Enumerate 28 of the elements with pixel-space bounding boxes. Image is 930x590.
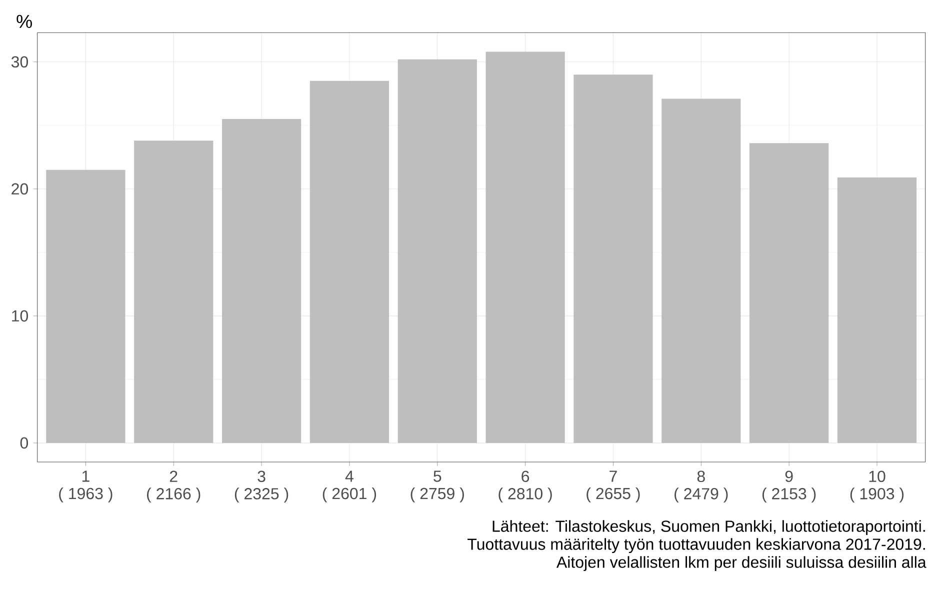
bar xyxy=(46,170,126,443)
x-tick-label: 4 ( 2601 ) xyxy=(322,470,376,502)
bar xyxy=(574,74,653,443)
text: Aitojen velallisten lkm per desiili suluissa desiilin alla xyxy=(556,556,926,572)
bar xyxy=(486,52,565,443)
x-tick-label: 5 ( 2759 ) xyxy=(410,470,464,502)
bar xyxy=(750,143,829,443)
y-axis-title: % xyxy=(16,14,32,28)
y-tick-label: 20 xyxy=(12,183,28,195)
bar xyxy=(398,59,477,443)
y-tick-label: 30 xyxy=(11,56,28,68)
bar xyxy=(310,80,390,443)
x-tick-label: 2 ( 2166 ) xyxy=(147,470,200,503)
x-tick-label: 3 ( 2325 ) xyxy=(234,470,288,503)
y-tick-label: 10 xyxy=(12,310,28,322)
text: Tuottavuus määritelty työn tuottavuuden keskiarvona 2017-2019. xyxy=(468,538,925,554)
bar xyxy=(222,119,302,443)
x-tick-label: 8 ( 2479 ) xyxy=(674,470,728,503)
bar xyxy=(837,177,917,443)
x-tick-label: 9 ( 2153 ) xyxy=(762,470,816,503)
x-tick-label: 7 ( 2655 ) xyxy=(586,470,640,502)
bar xyxy=(134,140,214,443)
text: Lähteet: Tilastokeskus, Suomen Pankki, luottotietoraportointi. xyxy=(492,520,925,536)
bar xyxy=(662,98,741,443)
x-tick-label: 10 ( 1903 ) xyxy=(850,470,904,503)
y-tick-label: 0 xyxy=(20,437,28,449)
x-tick-label: 6 ( 2810 ) xyxy=(498,470,552,503)
x-tick-label: 1 ( 1963 ) xyxy=(59,470,112,502)
